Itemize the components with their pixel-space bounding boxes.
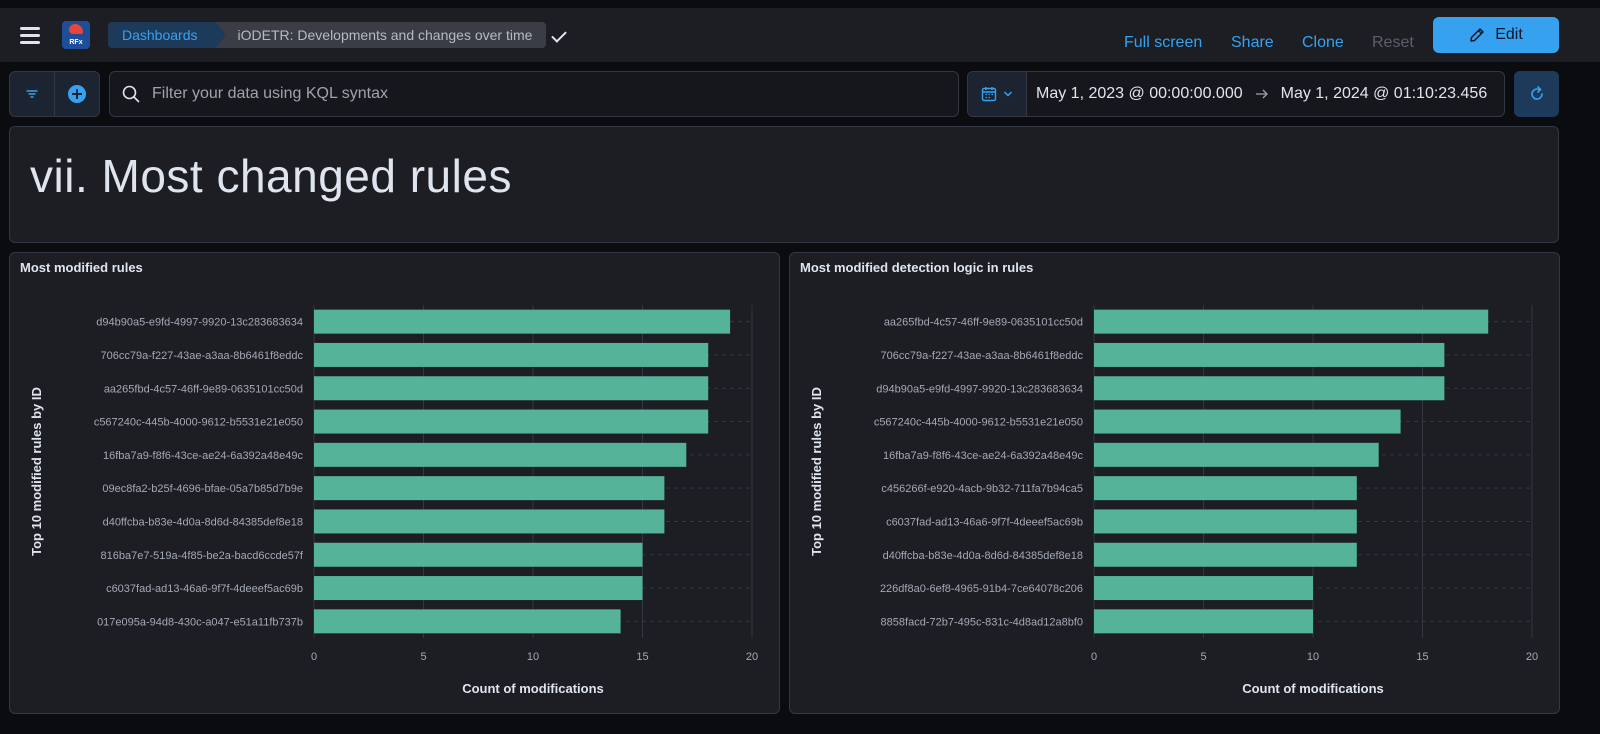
bar [314,609,621,634]
plus-icon [67,85,86,103]
bar [314,442,687,467]
bar [314,376,709,401]
x-tick-label: 10 [1307,651,1319,663]
date-end[interactable]: May 1, 2024 @ 01:10:23.456 [1280,85,1488,102]
add-filter-button[interactable] [55,72,100,116]
dinosaur-icon [69,24,83,34]
bar [314,509,665,534]
category-tick-label: 017e095a-94d8-430c-a047-e51a11fb737b [97,616,303,628]
app-logo[interactable]: RFx [62,21,90,49]
x-tick-label: 5 [420,651,426,663]
bar [314,542,643,567]
chart-title: Most modified detection logic in rules [800,260,1034,275]
edit-button[interactable]: Edit [1433,17,1559,53]
x-tick-label: 20 [1526,651,1538,663]
clone-button[interactable]: Clone [1302,34,1344,51]
x-axis-label: Count of modifications [462,681,604,696]
bar-chart-most-modified-detection-logic: aa265fbd-4c57-46ff-9e89-0635101cc50d 706c… [809,305,1538,696]
category-tick-label: 226df8a0-6ef8-4965-91b4-7ce64078c206 [880,583,1083,595]
bar [1094,342,1445,367]
logo-text: RFx [69,39,83,46]
category-tick-label: 8858facd-72b7-495c-831c-4d8ad12a8bf0 [881,616,1083,628]
date-picker: May 1, 2023 @ 00:00:00.000 May 1, 2024 @… [967,71,1505,117]
top-header: RFx Dashboards iODETR: Developments and … [0,8,1600,62]
x-tick-label: 10 [527,651,539,663]
bar [1094,576,1313,601]
quick-date-menu-button[interactable] [968,72,1027,116]
search-input[interactable] [152,85,932,103]
category-tick-label: 09ec8fa2-b25f-4696-bfae-05a7b85d7b9e [102,483,303,495]
y-axis-label: Top 10 modified rules by ID [809,387,824,556]
date-start[interactable]: May 1, 2023 @ 00:00:00.000 [1036,85,1243,102]
category-tick-label: 16fba7a9-f8f6-43ce-ae24-6a392a48e49c [883,450,1083,462]
category-tick-label: d40ffcba-b83e-4d0a-8d6d-84385def8e18 [103,516,303,528]
x-tick-label: 15 [1416,651,1428,663]
category-tick-label: d40ffcba-b83e-4d0a-8d6d-84385def8e18 [883,550,1083,562]
share-button[interactable]: Share [1231,34,1274,51]
bar [1094,509,1357,534]
search-icon [122,85,140,103]
category-tick-label: c567240c-445b-4000-9612-b5531e21e050 [94,417,303,429]
category-tick-label: 706cc79a-f227-43ae-a3aa-8b6461f8eddc [101,350,304,362]
filter-controls [9,71,100,117]
chart-title: Most modified rules [20,260,143,275]
arrow-right-icon [1255,89,1268,99]
x-tick-label: 5 [1200,651,1206,663]
x-axis-label: Count of modifications [1242,681,1384,696]
chart-panel-most-modified-detection-logic: Most modified detection logic in rules a… [789,252,1560,714]
category-tick-label: aa265fbd-4c57-46ff-9e89-0635101cc50d [884,317,1083,329]
category-tick-label: c567240c-445b-4000-9612-b5531e21e050 [874,417,1083,429]
bar [314,476,665,501]
reset-button[interactable]: Reset [1372,34,1414,51]
category-tick-label: 16fba7a9-f8f6-43ce-ae24-6a392a48e49c [103,450,303,462]
bar [1094,442,1379,467]
category-tick-label: c6037fad-ad13-46a6-9f7f-4deeef5ac69b [886,516,1083,528]
bar-chart-most-modified-rules: d94b90a5-e9fd-4997-9920-13c283683634 706c… [29,305,758,696]
bar [314,409,709,434]
x-tick-label: 0 [311,651,317,663]
breadcrumb-current-dashboard: iODETR: Developments and changes over ti… [215,22,547,48]
checkmark-icon[interactable] [551,27,567,43]
filter-icon [26,90,38,98]
bar [1094,376,1445,401]
full-screen-button[interactable]: Full screen [1124,34,1203,51]
category-tick-label: d94b90a5-e9fd-4997-9920-13c283683634 [876,383,1083,395]
category-tick-label: 816ba7e7-519a-4f85-be2a-bacd6ccde57f [101,550,304,562]
bar [1094,476,1357,501]
x-tick-label: 15 [636,651,648,663]
bar [314,309,731,334]
bar [1094,409,1401,434]
pencil-icon [1470,28,1484,42]
chevron-down-icon [1003,91,1013,97]
category-tick-label: c456266f-e920-4acb-9b32-711fa7b94ca5 [881,483,1083,495]
section-title: vii. Most changed rules [30,150,512,202]
breadcrumb: Dashboards iODETR: Developments and chan… [108,22,547,48]
x-tick-label: 0 [1091,651,1097,663]
filter-menu-button[interactable] [10,72,55,116]
calendar-icon [981,87,997,102]
category-tick-label: c6037fad-ad13-46a6-9f7f-4deeef5ac69b [106,583,303,595]
bar [314,342,709,367]
markdown-panel: vii. Most changed rules [9,126,1559,243]
x-tick-label: 20 [746,651,758,663]
bar [314,576,643,601]
y-axis-label: Top 10 modified rules by ID [29,387,44,556]
breadcrumb-dashboards[interactable]: Dashboards [108,22,225,48]
bar [1094,542,1357,567]
category-tick-label: d94b90a5-e9fd-4997-9920-13c283683634 [96,317,303,329]
kql-search-bar[interactable] [109,71,959,117]
bar [1094,309,1489,334]
category-tick-label: aa265fbd-4c57-46ff-9e89-0635101cc50d [104,383,303,395]
refresh-icon [1530,86,1543,100]
menu-icon[interactable] [20,25,42,45]
edit-label: Edit [1495,26,1523,43]
chart-panel-most-modified-rules: Most modified rules d94b90a5-e9fd-4997-9… [9,252,780,714]
refresh-button[interactable] [1514,71,1559,117]
category-tick-label: 706cc79a-f227-43ae-a3aa-8b6461f8eddc [881,350,1084,362]
bar [1094,609,1313,634]
